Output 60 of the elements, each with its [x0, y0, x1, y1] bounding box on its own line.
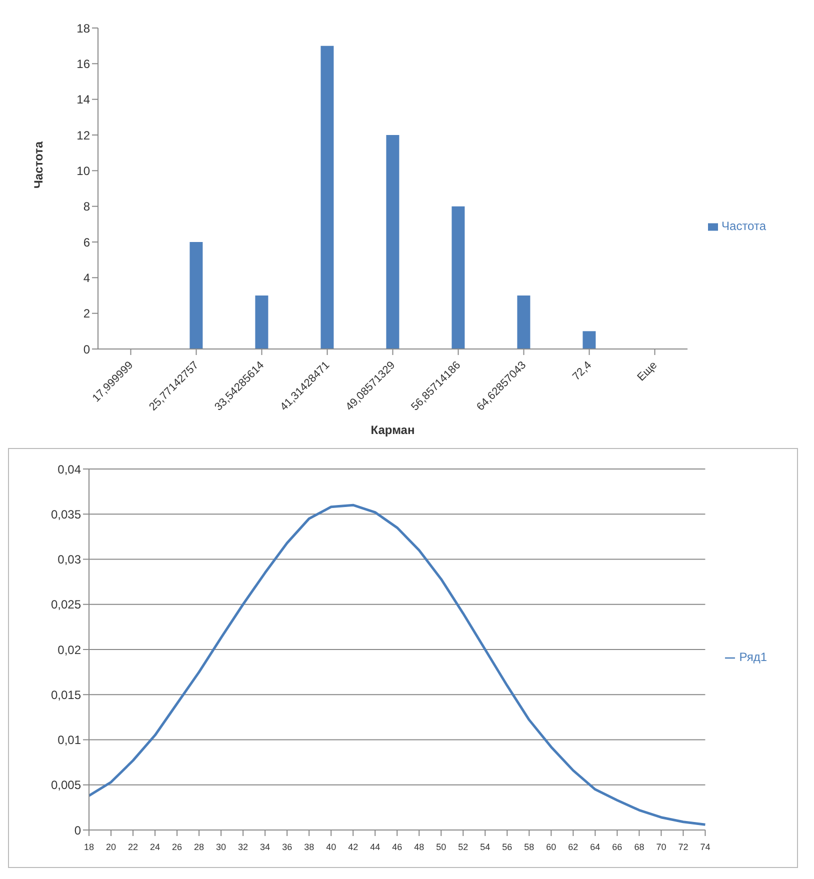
x-tick-label: 70 [656, 842, 666, 852]
x-tick-label: 20 [106, 842, 116, 852]
bar [386, 135, 400, 349]
bar [190, 242, 203, 349]
x-tick-label: 36 [282, 842, 292, 852]
y-tick-label: 0,04 [58, 462, 82, 476]
bar [517, 296, 530, 349]
y-tick-label: 0 [83, 342, 90, 356]
x-tick-label: 74 [700, 842, 710, 852]
y-tick-label: 0,01 [58, 733, 82, 748]
x-tick-label: 40 [326, 842, 336, 852]
x-tick-label: 60 [546, 842, 556, 852]
x-tick-label: 32 [238, 842, 248, 852]
y-tick-label: 0,025 [50, 598, 82, 612]
x-tick-label: 38 [304, 842, 314, 852]
y-tick-label: 0,02 [58, 642, 82, 657]
x-tick-label: 48 [414, 842, 424, 852]
bar [320, 46, 334, 349]
legend-label: Ряд1 [739, 650, 767, 664]
x-tick-label: 28 [194, 842, 204, 852]
x-tick-label: 42 [348, 842, 358, 852]
x-tick-label: 68 [634, 842, 644, 852]
x-tick-label: Еще [635, 359, 660, 384]
legend-label: Частота [722, 219, 766, 233]
bar [582, 331, 596, 349]
x-tick-label: 46 [392, 842, 402, 852]
x-tick-label: 54 [480, 842, 490, 852]
y-tick-label: 0 [74, 823, 82, 838]
y-tick-label: 4 [83, 270, 90, 285]
bar [452, 206, 465, 349]
x-tick-label: 56 [502, 842, 512, 852]
x-tick-label: 62 [568, 842, 578, 852]
y-tick-label: 10 [76, 164, 90, 178]
x-tick-label: 24 [150, 842, 160, 852]
y-tick-label: 12 [76, 128, 90, 142]
y-tick-label: 14 [76, 92, 90, 107]
y-tick-label: 6 [83, 235, 90, 250]
x-tick-label: 34 [260, 842, 270, 852]
x-tick-label: 52 [458, 842, 468, 852]
y-tick-label: 8 [83, 200, 90, 214]
x-tick-label: 22 [128, 842, 138, 852]
x-tick-label: 66 [612, 842, 622, 852]
bar [255, 296, 268, 349]
y-tick-label: 0,005 [50, 778, 82, 792]
y-tick-label: 0,015 [50, 688, 82, 702]
y-tick-label: 0,035 [50, 507, 82, 522]
x-tick-label: 64 [590, 842, 600, 852]
x-tick-label: 58 [524, 842, 534, 852]
x-tick-label: 44 [370, 842, 380, 852]
x-tick-label: 26 [172, 842, 182, 852]
y-tick-label: 16 [76, 56, 90, 71]
x-axis-title: Карман [370, 423, 415, 437]
x-tick-label: 72 [678, 842, 688, 852]
x-tick-label: 50 [436, 842, 446, 852]
y-axis-title: Частота [31, 141, 46, 188]
y-tick-label: 18 [76, 21, 90, 36]
x-tick-label: 30 [216, 842, 226, 852]
y-tick-label: 2 [83, 306, 90, 321]
y-tick-label: 0,03 [58, 552, 82, 567]
x-tick-label: 72,4 [570, 359, 594, 383]
